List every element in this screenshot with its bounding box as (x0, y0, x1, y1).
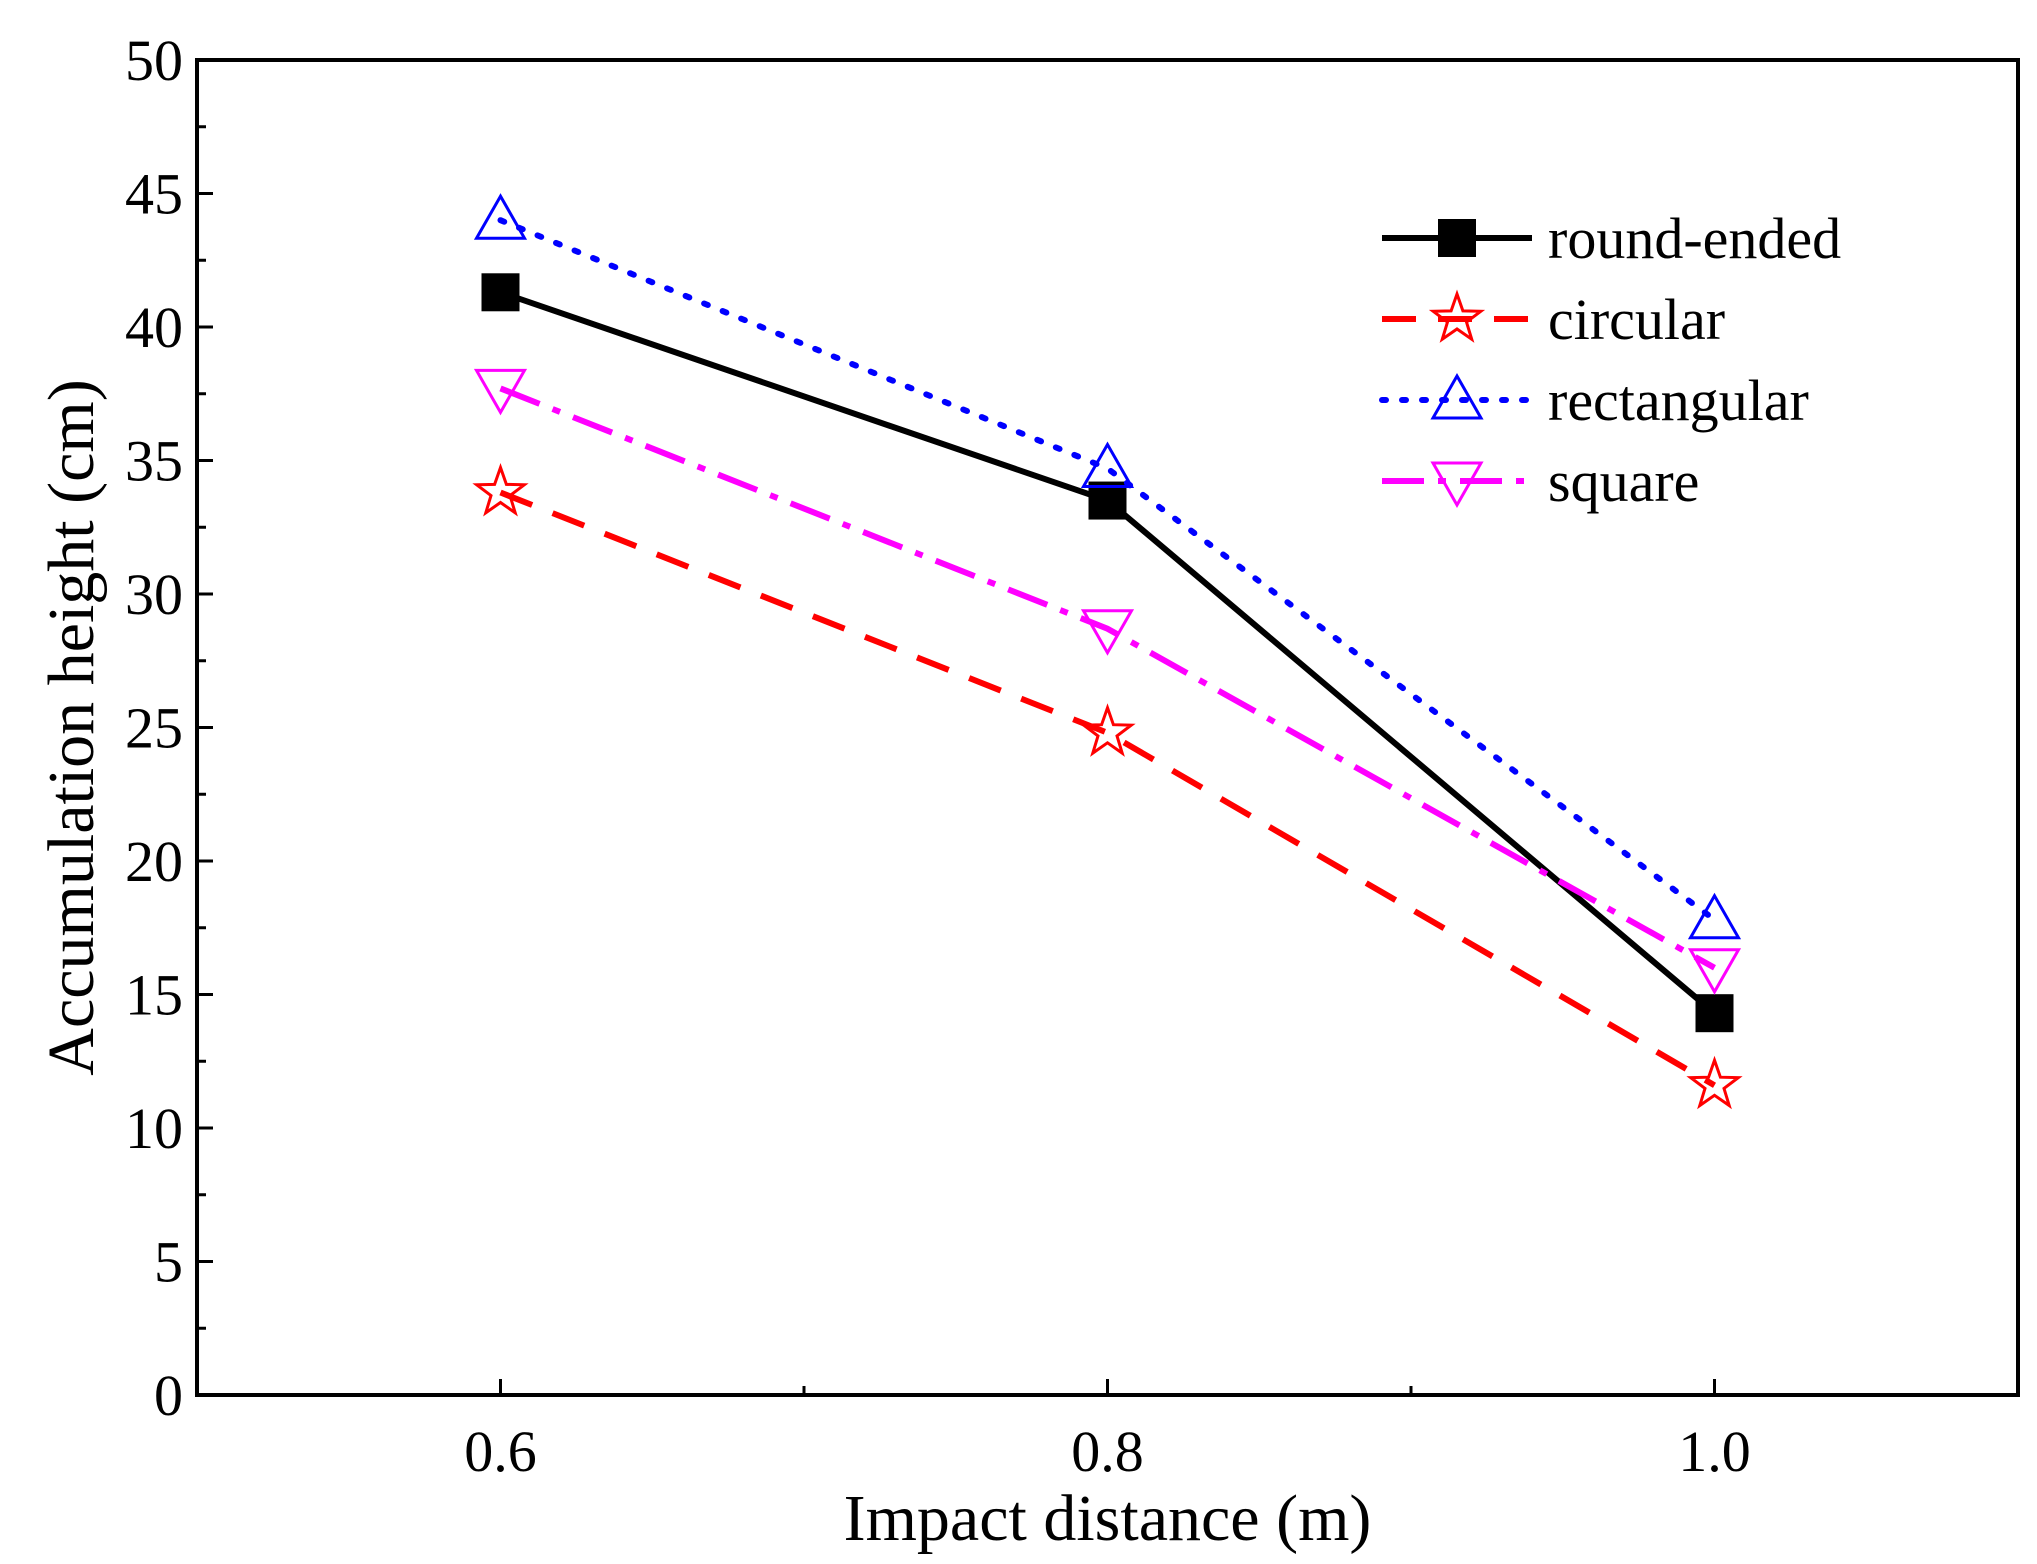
tick-labels: 0 5 10 15 20 25 30 35 40 45 50 0.6 0.8 1.0 (125, 28, 1751, 1484)
y-tick-label: 35 (125, 429, 183, 494)
data-point-round-ended (481, 273, 520, 312)
y-tick-label: 15 (125, 963, 183, 1028)
series-layer (472, 193, 1743, 1110)
legend-marker (1428, 289, 1486, 343)
y-tick-label: 30 (125, 562, 183, 627)
legend-item-rectangular: rectangular (1379, 368, 1809, 433)
legend-label: round-ended (1548, 206, 1841, 271)
x-tick-label: 0.8 (1071, 1419, 1144, 1484)
y-tick-label: 45 (125, 162, 183, 227)
legend: round-ended circular rectangular square (1379, 206, 1841, 514)
axis-ticks (197, 58, 1716, 1397)
y-tick-label: 10 (125, 1096, 183, 1161)
y-tick-label: 20 (125, 829, 183, 894)
series-line-circular (499, 489, 1717, 1088)
series-circular (472, 462, 1743, 1110)
legend-marker (1430, 461, 1484, 509)
y-tick-label: 50 (125, 28, 183, 93)
plot-frame (195, 58, 2020, 1397)
legend-item-square: square (1382, 449, 1699, 514)
x-axis-title: Impact distance (m) (844, 1482, 1372, 1555)
data-point-square (1687, 948, 1742, 995)
y-axis-title: Accumulation height (cm) (35, 379, 108, 1075)
data-point-square (473, 368, 528, 416)
data-point-circular (1686, 1055, 1743, 1110)
data-point-rectangular (1080, 441, 1135, 489)
legend-item-circular: circular (1382, 287, 1725, 352)
y-tick-label: 25 (125, 696, 183, 761)
data-point-rectangular (473, 193, 528, 240)
legend-marker (1430, 372, 1484, 420)
legend-label: square (1548, 449, 1699, 514)
data-point-rectangular (1687, 892, 1742, 940)
data-point-circular (472, 462, 529, 517)
data-point-circular (1079, 703, 1136, 757)
series-line-square (499, 385, 1716, 971)
y-tick-label: 40 (125, 295, 183, 360)
series-line-rectangular (497, 217, 1718, 923)
series-square (473, 368, 1742, 995)
legend-item-round-ended: round-ended (1382, 206, 1841, 271)
x-tick-label: 0.6 (464, 1419, 537, 1484)
series-rectangular (473, 193, 1742, 940)
data-point-round-ended (1695, 994, 1734, 1033)
data-point-square (1080, 609, 1135, 656)
legend-marker (1438, 219, 1476, 257)
x-tick-label: 1.0 (1678, 1419, 1751, 1484)
legend-label: circular (1548, 287, 1725, 352)
y-tick-label: 5 (154, 1230, 183, 1295)
y-tick-label: 0 (154, 1363, 183, 1428)
legend-label: rectangular (1548, 368, 1809, 433)
